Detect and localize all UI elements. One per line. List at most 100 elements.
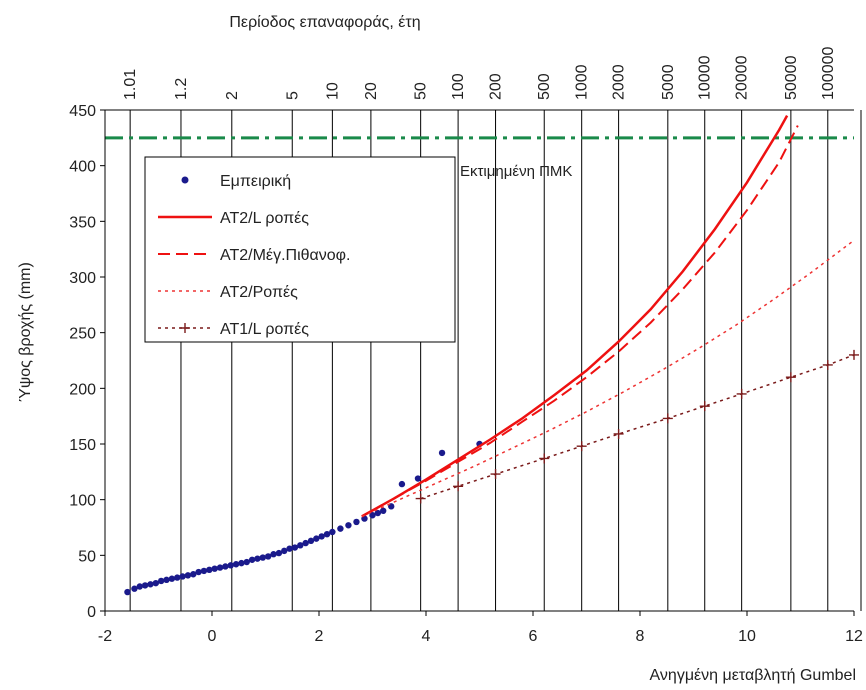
series-4	[415, 349, 859, 504]
y-tick-label-250: 250	[69, 326, 96, 343]
y-tick-labels: 0 50 100 150 200 250 300 350 400 450	[69, 103, 96, 621]
top-tick-label-5000: 5000	[660, 64, 677, 100]
legend: Εμπειρική ΑΤ2/L ροπές ΑΤ2/Μέγ.Πιθανοφ. ΑΤ2/…	[144, 156, 456, 343]
top-tick-label-100: 100	[450, 73, 467, 100]
legend-label-1: ΑΤ2/L ροπές	[220, 210, 309, 227]
data-point	[337, 525, 344, 532]
data-point	[281, 547, 288, 555]
y-tick-label-350: 350	[69, 214, 96, 231]
data-point	[136, 583, 143, 590]
y-tick-label-100: 100	[69, 493, 96, 510]
axes	[100, 109, 862, 616]
y-tick-label-300: 300	[69, 270, 96, 287]
data-point	[163, 576, 170, 584]
x-tick-label-4: 4	[422, 628, 431, 645]
legend-marker-4	[180, 323, 190, 333]
data-point	[238, 559, 245, 567]
data-point	[124, 588, 131, 596]
series-marker	[662, 413, 673, 424]
pmp-label: Εκτιμημένη ΠΜΚ	[460, 163, 572, 180]
data-point	[286, 545, 293, 552]
data-point	[200, 567, 208, 575]
x-tick-label-2: 2	[315, 628, 324, 645]
top-tick-label-20000: 20000	[734, 55, 751, 100]
top-tick-label-1.01: 1.01	[122, 69, 139, 100]
top-tick-label-1000: 1000	[574, 64, 591, 100]
series-marker	[490, 469, 501, 480]
top-tick-label-10000: 10000	[697, 55, 714, 100]
data-point	[195, 568, 202, 576]
series-line	[361, 125, 799, 518]
data-point	[270, 551, 277, 558]
top-tick-label-1.2: 1.2	[173, 78, 190, 100]
top-axis-title: Περίοδος επαναφοράς, έτη	[229, 14, 420, 31]
series-marker	[539, 453, 550, 464]
legend-items: Εμπειρική ΑΤ2/L ροπές ΑΤ2/Μέγ.Πιθανοφ. ΑΤ2/…	[158, 173, 350, 338]
data-point	[323, 530, 331, 538]
data-point	[141, 582, 149, 589]
series-marker	[613, 428, 624, 439]
series-layer	[124, 114, 859, 596]
data-point	[232, 561, 240, 568]
legend-symbol-0	[181, 176, 189, 184]
series-marker	[736, 388, 747, 399]
x-tick-label-10: 10	[738, 628, 756, 645]
data-point	[152, 579, 160, 587]
x-tick-label-0: 0	[208, 628, 217, 645]
data-point	[131, 585, 138, 592]
top-tick-label-200: 200	[488, 73, 505, 100]
data-point	[216, 564, 224, 571]
x-axis-title: Ανηγμένη μεταβλητή Gumbel	[650, 667, 856, 684]
data-point	[275, 549, 283, 557]
series-0	[124, 440, 483, 596]
data-point	[174, 574, 181, 581]
top-tick-labels: 1.01 1.2 2 5 10 20 50 100 200 500 1000 2000 5000 1000…	[122, 47, 837, 100]
data-point	[374, 509, 382, 517]
data-point	[227, 562, 234, 569]
top-tick-label-2: 2	[224, 91, 241, 100]
data-point	[297, 542, 304, 549]
series-2	[361, 125, 799, 518]
legend-label-3: ΑΤ2/Ροπές	[220, 284, 298, 301]
data-point	[369, 512, 376, 519]
series-line	[361, 114, 789, 518]
data-point	[248, 556, 256, 563]
data-point	[398, 480, 406, 488]
top-tick-label-50: 50	[413, 82, 430, 100]
top-tick-label-2000: 2000	[611, 64, 628, 100]
data-point	[168, 575, 176, 582]
data-point	[353, 518, 360, 526]
x-tick-label-8: 8	[636, 628, 645, 645]
top-tick-label-500: 500	[536, 73, 553, 100]
data-point	[190, 571, 197, 578]
data-point	[211, 565, 218, 572]
top-tick-label-100000: 100000	[820, 47, 837, 100]
data-point	[291, 544, 299, 551]
y-tick-label-0: 0	[87, 604, 96, 621]
legend-label-2: ΑΤ2/Μέγ.Πιθανοφ.	[220, 247, 350, 264]
series-marker	[849, 349, 859, 360]
y-tick-label-150: 150	[69, 437, 96, 454]
legend-box	[144, 156, 456, 343]
data-point	[264, 553, 272, 560]
series-marker	[576, 441, 587, 452]
x-tick-label-12: 12	[845, 628, 863, 645]
data-point	[222, 563, 229, 570]
data-point	[179, 573, 186, 580]
series-marker	[785, 372, 796, 383]
data-point	[302, 539, 309, 547]
y-axis-title: Ύψος βροχής (mm)	[17, 262, 34, 402]
y-tick-label-400: 400	[69, 159, 96, 176]
data-point	[243, 558, 250, 566]
series-marker	[415, 493, 426, 504]
series-marker	[822, 359, 833, 370]
series-1	[361, 114, 789, 518]
x-tick-label--2: -2	[98, 628, 112, 645]
y-tick-label-200: 200	[69, 381, 96, 398]
x-tick-labels: -2 0 2 4 6 8 10 12	[98, 628, 863, 645]
data-point	[259, 554, 267, 561]
data-point	[329, 528, 336, 536]
data-point	[318, 533, 325, 540]
data-point	[438, 449, 446, 457]
